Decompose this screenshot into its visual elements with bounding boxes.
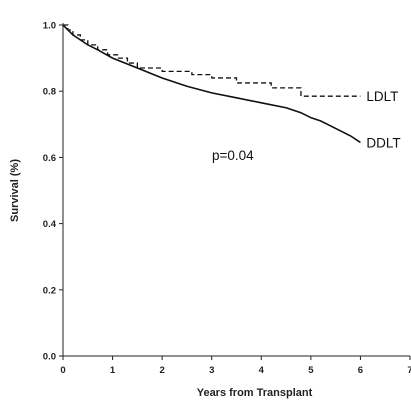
y-tick-label: 0.6 [43,153,56,164]
series-layer: LDLT DDLT [62,24,401,151]
y-axis-title: Survival (%) [9,159,21,222]
y-tick-label: 0.2 [43,285,56,296]
y-tick-label: 1.0 [43,21,56,32]
x-axis-title: Years from Transplant [197,387,313,399]
x-tick-label: 4 [259,365,265,376]
y-tick-label: 0.8 [43,87,56,98]
x-tick-label: 0 [60,365,65,376]
x-tick-label: 5 [308,365,314,376]
y-tick-label: 0.4 [43,219,57,230]
x-tick-label: 7 [407,365,411,376]
series-line-ldlt [63,24,361,97]
y-tick-label: 0.0 [43,352,56,363]
x-tick-label: 2 [159,365,164,376]
p-value-annotation: p=0.04 [212,148,254,163]
x-axis-ticks: 0 1 2 3 4 5 6 7 [60,356,411,376]
plot-area: 0.0 0.2 0.4 0.6 0.8 1.0 0 1 2 3 4 5 6 7 LDLT DDLT [43,21,411,377]
x-tick-label: 3 [209,365,214,376]
y-axis-ticks: 0.0 0.2 0.4 0.6 0.8 1.0 [43,21,63,363]
x-tick-label: 6 [358,365,363,376]
series-label-ddlt: DDLT [366,136,400,151]
series-line-ddlt [62,24,361,144]
x-tick-label: 1 [110,365,116,376]
series-label-ldlt: LDLT [366,89,398,104]
